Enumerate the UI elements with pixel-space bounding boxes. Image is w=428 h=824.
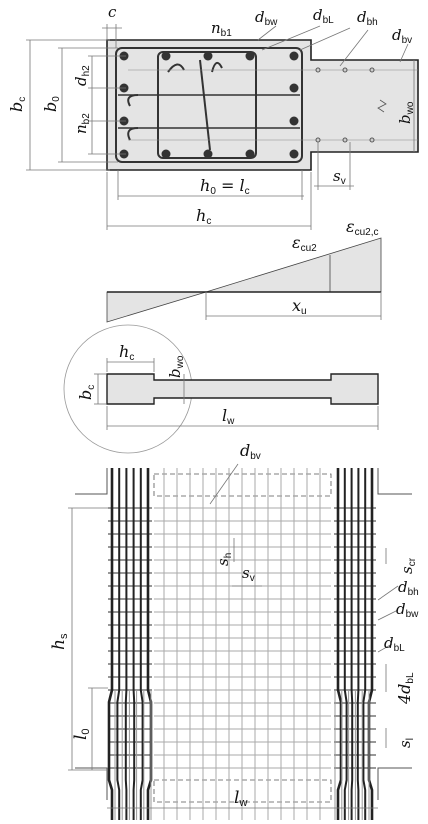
- d-bh-leader: [377, 585, 399, 601]
- label-d-bv-elev: dbv: [240, 441, 261, 462]
- bar: [245, 149, 255, 159]
- label-eps-cu2c: εcu2,c: [346, 217, 379, 238]
- longitudinal-bar: [343, 468, 348, 820]
- longitudinal-bar: [350, 468, 354, 820]
- label-h-c: hc: [196, 206, 211, 227]
- longitudinal-bar: [116, 468, 121, 820]
- label-h0-eq-lc: h0 = lc: [200, 176, 250, 197]
- label-d-bl: dbL: [313, 6, 334, 26]
- break-mark: [377, 99, 387, 113]
- label-h-c-plan: hc: [119, 342, 134, 363]
- tension-zone: [106, 291, 207, 323]
- label-d-bw-elev: dbw: [396, 600, 419, 620]
- wall-plan-outline: [106, 373, 379, 405]
- label-d-bl-elev: dbL: [384, 634, 405, 654]
- label-l-w-plan: lw: [222, 406, 235, 427]
- slab-edge-top-right: [377, 468, 412, 495]
- longitudinal-bar: [132, 468, 136, 820]
- web-bar: [342, 67, 348, 73]
- bar: [289, 116, 299, 126]
- slab-edge-bottom-right: [377, 767, 412, 800]
- bar: [161, 51, 171, 61]
- slab-edge-bottom-left: [75, 767, 108, 800]
- label-b-c: bc: [7, 97, 28, 112]
- label-d-bv: dbv: [392, 26, 412, 46]
- label-l-0: l0: [71, 728, 92, 740]
- bar: [203, 149, 213, 159]
- label-n-b2: nb2: [72, 113, 92, 134]
- longitudinal-bar: [336, 468, 343, 820]
- wall-plan-panel: hc bwo bc lw: [63, 324, 379, 454]
- cross-tie: [199, 59, 211, 151]
- label-d-h2: dh2: [72, 65, 92, 86]
- longitudinal-bar: [107, 468, 114, 820]
- longitudinal-bars: [119, 51, 375, 159]
- tie-hook: [127, 94, 139, 107]
- strain-diagram-panel: εcu2 εcu2,c xu: [106, 217, 382, 323]
- web-bar: [342, 137, 348, 143]
- longitudinal-bar: [139, 468, 144, 820]
- label-eps-cu2: εcu2: [292, 233, 317, 254]
- label-h-s: hs: [49, 633, 70, 650]
- perimeter-hoop: [115, 47, 303, 163]
- web-reinforcement-grid: [154, 468, 331, 820]
- label-d-bh-elev: dbh: [398, 578, 419, 598]
- label-n-b1: nb1: [211, 19, 232, 39]
- web-bar: [315, 67, 321, 73]
- wall-elevation-panel: dbv sh sv scr dbh dbw dbL 4dbL sl hs l0 …: [49, 441, 419, 820]
- longitudinal-bar: [362, 468, 367, 820]
- label-s-l: sl: [396, 738, 416, 748]
- label-b-wo-plan: bwo: [166, 355, 186, 378]
- label-s-cr: scr: [398, 557, 418, 574]
- slab-edge-top-left: [75, 468, 108, 495]
- label-s-v-elev: sv: [242, 564, 255, 584]
- tie-hook: [211, 61, 223, 73]
- left-boundary-element: [107, 468, 153, 820]
- web-bar: [369, 67, 375, 73]
- web-bar: [369, 137, 375, 143]
- d-bl-leader: [377, 643, 393, 653]
- label-x-u: xu: [292, 296, 307, 317]
- d-bv-leader: [209, 463, 239, 505]
- boundary-section-panel: c nb1 dbw dbL dbh dbv bc b0 dh2 nb2 bwo …: [7, 3, 419, 230]
- bar: [289, 51, 299, 61]
- bar: [289, 83, 299, 93]
- section-dimensions: [26, 24, 415, 230]
- label-s-v: sv: [333, 167, 346, 187]
- right-boundary-element: [334, 468, 376, 820]
- label-d-bw: dbw: [255, 8, 278, 28]
- label-4d-bl: 4dbL: [395, 672, 416, 705]
- section-outline: [106, 39, 419, 171]
- bar: [203, 51, 213, 61]
- d-bw-leader: [377, 609, 399, 621]
- tie-hook: [127, 127, 139, 141]
- label-b-0: b0: [41, 96, 62, 112]
- longitudinal-bar: [124, 468, 128, 820]
- label-b-wo: bwo: [396, 101, 416, 124]
- label-c: c: [108, 3, 117, 21]
- bar: [161, 149, 171, 159]
- label-s-h: sh: [214, 553, 234, 566]
- label-d-bh: dbh: [357, 8, 378, 28]
- label-b-c-plan: bc: [76, 385, 97, 400]
- bar: [289, 149, 299, 159]
- bar: [245, 51, 255, 61]
- label-l-w-elev: lw: [234, 788, 247, 809]
- longitudinal-bar: [356, 468, 360, 820]
